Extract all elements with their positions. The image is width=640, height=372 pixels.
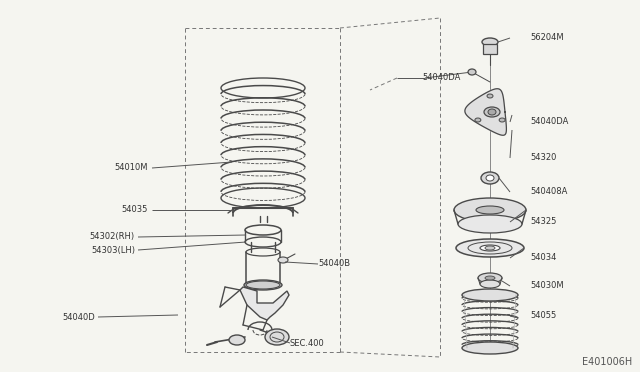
Text: 54040B: 54040B	[318, 260, 350, 269]
Ellipse shape	[278, 257, 288, 263]
Text: 56204M: 56204M	[530, 33, 564, 42]
Text: 54040D: 54040D	[62, 312, 95, 321]
Ellipse shape	[229, 335, 245, 345]
Ellipse shape	[462, 289, 518, 301]
Text: 54040DA: 54040DA	[530, 118, 568, 126]
Ellipse shape	[485, 276, 495, 280]
Ellipse shape	[462, 342, 518, 354]
Text: 54034: 54034	[530, 253, 556, 263]
Text: 54040DA: 54040DA	[422, 74, 460, 83]
Ellipse shape	[475, 118, 481, 122]
Text: 54010M: 54010M	[115, 164, 148, 173]
Ellipse shape	[244, 280, 282, 290]
Ellipse shape	[456, 239, 524, 257]
Text: 540408A: 540408A	[530, 187, 568, 196]
Ellipse shape	[458, 215, 522, 233]
Text: 54035: 54035	[122, 205, 148, 215]
Text: 54325: 54325	[530, 218, 556, 227]
Ellipse shape	[487, 94, 493, 98]
Ellipse shape	[484, 107, 500, 117]
Ellipse shape	[488, 109, 496, 115]
Ellipse shape	[246, 281, 280, 289]
Ellipse shape	[485, 246, 495, 250]
Text: 54303(LH): 54303(LH)	[91, 246, 135, 254]
Text: 54302(RH): 54302(RH)	[90, 232, 135, 241]
Text: 54320: 54320	[530, 154, 556, 163]
Ellipse shape	[454, 198, 526, 222]
Polygon shape	[240, 287, 289, 320]
Ellipse shape	[499, 118, 505, 122]
Text: SEC.400: SEC.400	[290, 339, 324, 347]
Text: 54055: 54055	[530, 311, 556, 321]
Ellipse shape	[480, 245, 500, 251]
FancyBboxPatch shape	[483, 44, 497, 54]
Polygon shape	[465, 89, 506, 135]
Ellipse shape	[468, 69, 476, 75]
Ellipse shape	[478, 273, 502, 283]
Ellipse shape	[265, 329, 289, 345]
Text: 54030M: 54030M	[530, 282, 564, 291]
Ellipse shape	[480, 280, 500, 288]
Ellipse shape	[481, 172, 499, 184]
Ellipse shape	[476, 206, 504, 214]
Text: E401006H: E401006H	[582, 357, 632, 367]
Ellipse shape	[486, 175, 494, 181]
Ellipse shape	[482, 38, 498, 46]
